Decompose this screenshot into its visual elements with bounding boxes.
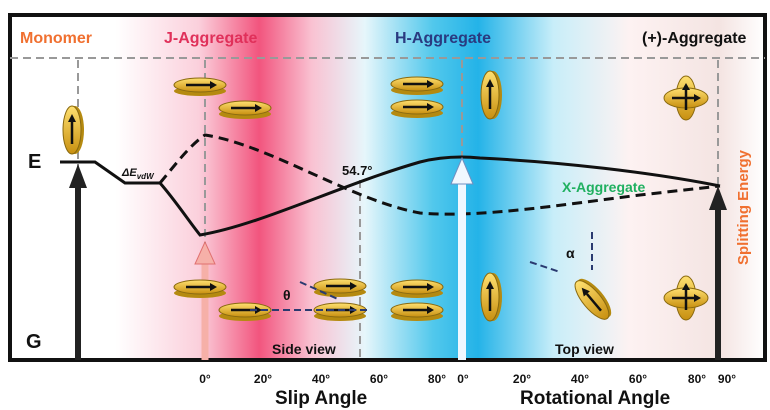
slip-tick-label: 0° [199, 372, 211, 386]
rotational-tick-label: 40° [571, 372, 589, 386]
rotational-tick-label: 90° [718, 372, 736, 386]
vdw-main: ΔE [121, 167, 137, 179]
alpha-label: α [566, 245, 575, 261]
rotational-tick-label: 80° [688, 372, 706, 386]
top-view-label: Top view [555, 341, 614, 357]
rotational-tick-label: 20° [513, 372, 531, 386]
slip-tick-label: 40° [312, 372, 330, 386]
rotational-axis-label: Rotational Angle [520, 388, 670, 409]
h-aggregate-label: H-Aggregate [395, 30, 491, 47]
plus-aggregate-label: (+)-Aggregate [642, 30, 747, 47]
theta-label: θ [283, 287, 291, 303]
g-label: G [26, 331, 42, 353]
slip-axis-label: Slip Angle [275, 388, 367, 409]
splitting-energy-label: Splitting Energy [735, 149, 752, 265]
slip-tick-label: 80° [428, 372, 446, 386]
rotational-tick-label: 0° [457, 372, 469, 386]
diagram: Monomer J-Aggregate H-Aggregate (+)-Aggr… [0, 0, 770, 410]
side-view-label: Side view [272, 341, 336, 357]
page: {"top_labels": {"monomer": "Monomer", "j… [0, 0, 770, 410]
x-aggregate-label: X-Aggregate [562, 179, 645, 195]
slip-tick-label: 20° [254, 372, 272, 386]
magic-angle-label: 54.7° [342, 163, 373, 178]
e-label: E [28, 151, 41, 173]
vdw-sub: vdW [137, 172, 155, 181]
rotational-tick-label: 60° [629, 372, 647, 386]
slip-tick-label: 60° [370, 372, 388, 386]
background [10, 15, 765, 360]
j-aggregate-label: J-Aggregate [164, 30, 257, 47]
monomer-label: Monomer [20, 30, 92, 47]
